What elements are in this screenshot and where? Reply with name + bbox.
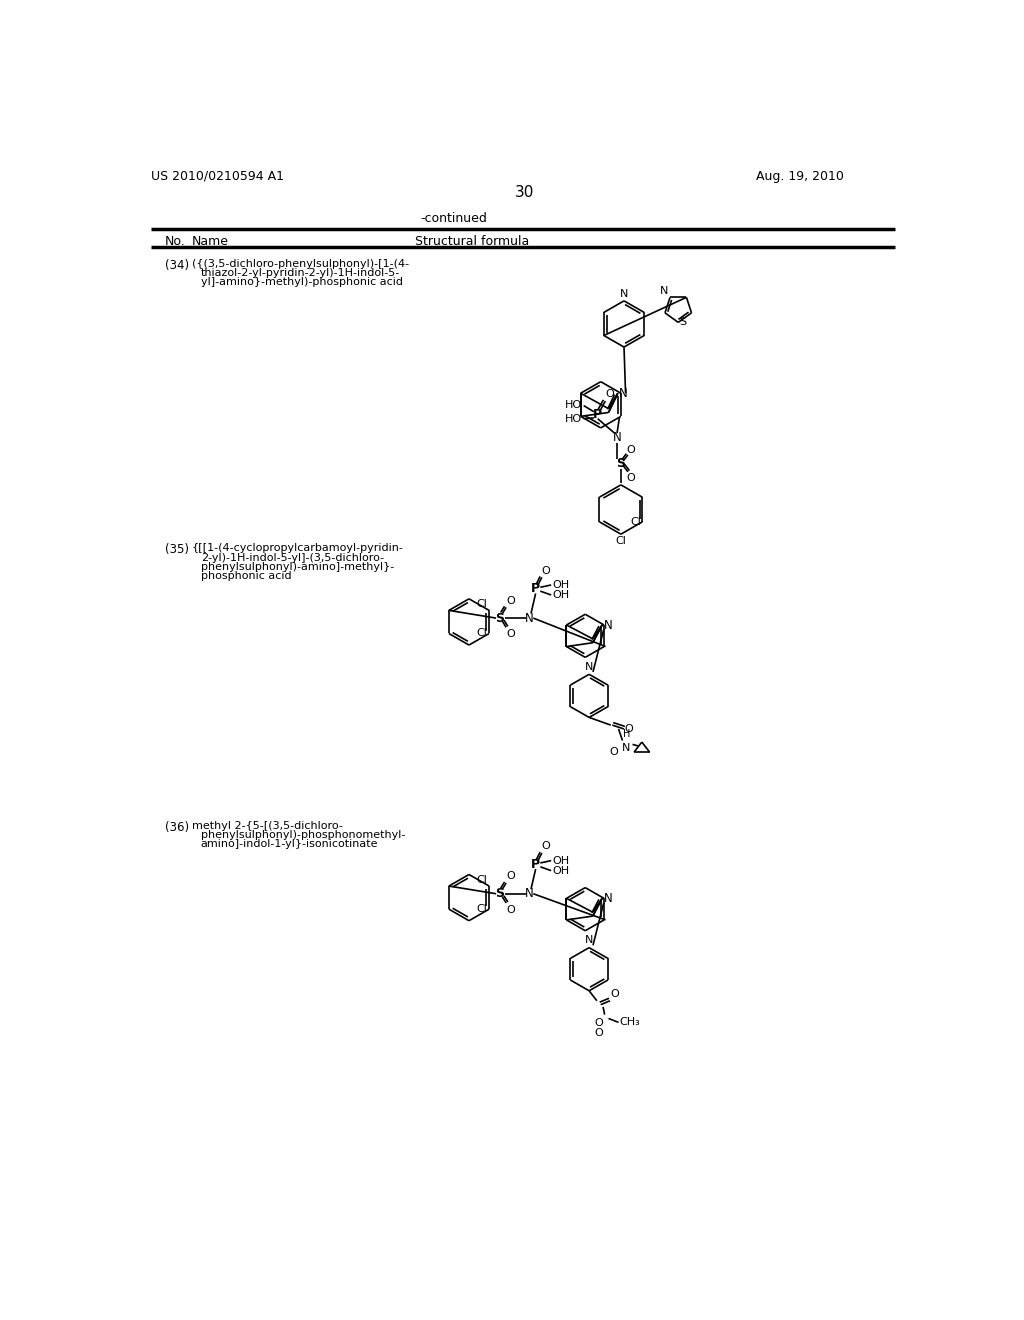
Text: 2-yl)-1H-indol-5-yl]-(3,5-dichloro-: 2-yl)-1H-indol-5-yl]-(3,5-dichloro- [201,553,384,562]
Text: O: O [542,841,551,851]
Text: O: O [625,723,634,734]
Text: N: N [525,887,534,900]
Text: Structural formula: Structural formula [415,235,529,248]
Text: S: S [496,611,505,624]
Text: N: N [525,611,534,624]
Text: OH: OH [552,855,569,866]
Text: HO: HO [565,413,582,424]
Text: N: N [604,619,612,631]
Text: CH₃: CH₃ [620,1018,640,1027]
Text: phenylsulphonyl)-phosphonomethyl-: phenylsulphonyl)-phosphonomethyl- [201,830,406,840]
Text: O: O [595,1028,603,1038]
Text: O: O [542,566,551,576]
Text: amino]-indol-1-yl}-isonicotinate: amino]-indol-1-yl}-isonicotinate [201,840,378,849]
Text: O: O [506,904,515,915]
Text: P: P [531,858,541,871]
Text: yl]-amino}-methyl)-phosphonic acid: yl]-amino}-methyl)-phosphonic acid [201,277,402,286]
Text: Cl: Cl [477,628,487,639]
Text: O: O [609,747,618,756]
Text: S: S [679,317,686,327]
Text: S: S [496,887,505,900]
Text: Cl: Cl [477,875,487,884]
Text: N: N [660,286,669,296]
Text: Cl: Cl [477,599,487,609]
Text: O: O [627,445,635,455]
Text: N: N [623,743,631,752]
Text: Aug. 19, 2010: Aug. 19, 2010 [756,170,844,183]
Text: N: N [585,663,593,672]
Text: Cl: Cl [615,536,627,546]
Text: O: O [605,389,614,400]
Text: N: N [620,387,628,400]
Text: thiazol-2-yl-pyridin-2-yl)-1H-indol-5-: thiazol-2-yl-pyridin-2-yl)-1H-indol-5- [201,268,400,277]
Text: -continued: -continued [420,213,487,226]
Text: No.: No. [165,235,186,248]
Text: N: N [612,432,622,445]
Text: (36): (36) [165,821,189,834]
Text: P: P [593,408,602,421]
Text: OH: OH [552,866,569,875]
Text: O: O [594,1019,603,1028]
Text: OH: OH [552,579,569,590]
Text: ({(3,5-dichloro-phenylsulphonyl)-[1-(4-: ({(3,5-dichloro-phenylsulphonyl)-[1-(4- [191,259,409,268]
Text: O: O [506,595,515,606]
Text: Cl: Cl [477,904,487,915]
Text: (35): (35) [165,544,189,557]
Text: Cl: Cl [630,517,641,527]
Text: (34): (34) [165,259,189,272]
Text: O: O [506,628,515,639]
Text: Name: Name [191,235,228,248]
Text: HO: HO [565,400,582,409]
Text: N: N [604,892,612,906]
Text: N: N [585,936,593,945]
Text: H: H [623,729,630,739]
Text: N: N [620,289,628,298]
Text: US 2010/0210594 A1: US 2010/0210594 A1 [152,170,285,183]
Text: O: O [627,474,635,483]
Text: 30: 30 [515,185,535,201]
Text: O: O [506,871,515,882]
Text: {[[1-(4-cyclopropylcarbamoyl-pyridin-: {[[1-(4-cyclopropylcarbamoyl-pyridin- [191,544,403,553]
Text: O: O [610,989,618,999]
Text: S: S [616,457,626,470]
Text: phosphonic acid: phosphonic acid [201,572,292,581]
Text: OH: OH [552,590,569,601]
Text: phenylsulphonyl)-amino]-methyl}-: phenylsulphonyl)-amino]-methyl}- [201,562,394,572]
Text: P: P [531,582,541,595]
Text: methyl 2-{5-[(3,5-dichloro-: methyl 2-{5-[(3,5-dichloro- [191,821,342,830]
